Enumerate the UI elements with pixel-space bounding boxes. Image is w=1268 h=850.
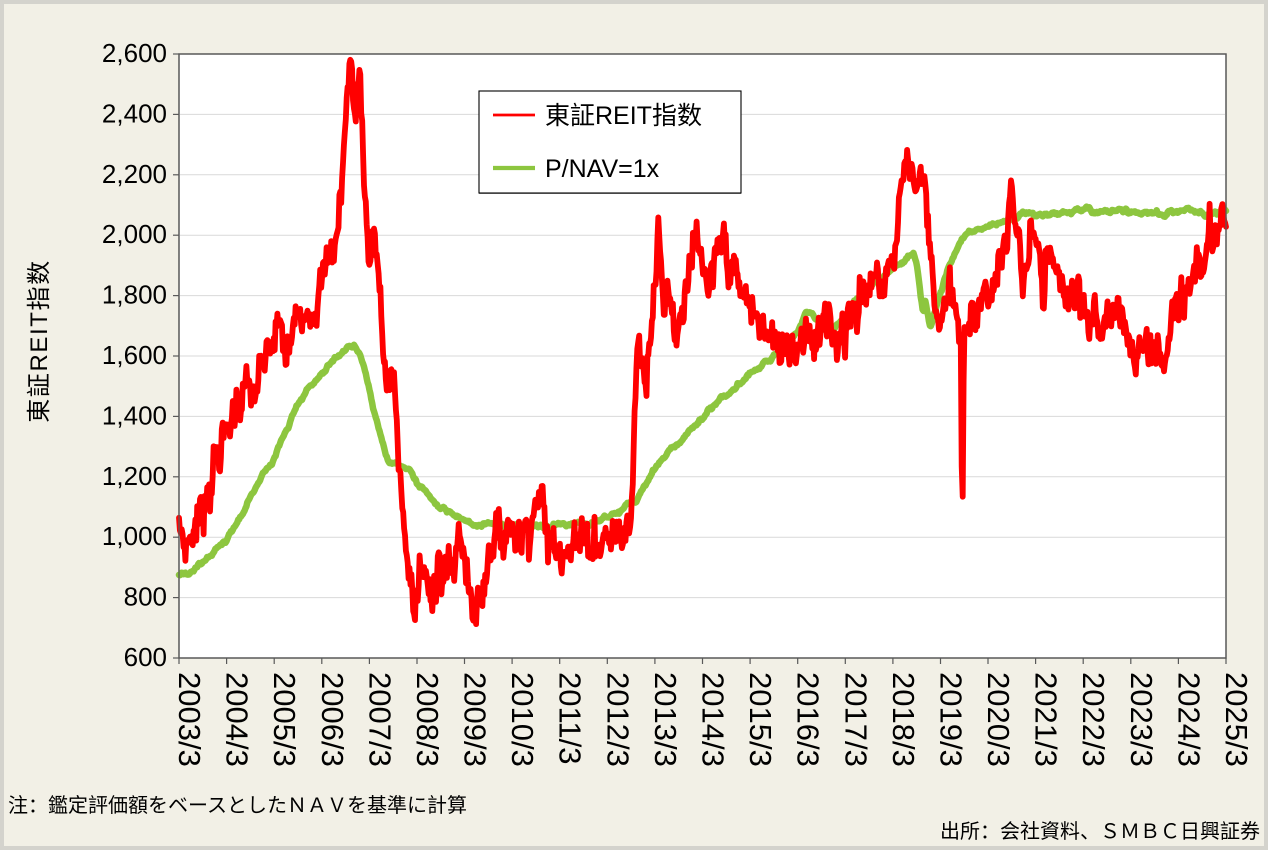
svg-text:2008/3: 2008/3 (410, 672, 445, 767)
svg-text:2024/3: 2024/3 (1171, 672, 1206, 767)
svg-text:注：鑑定評価額をベースとしたＮＡＶを基準に計算: 注：鑑定評価額をベースとしたＮＡＶを基準に計算 (8, 794, 467, 817)
svg-text:東証REIT指数: 東証REIT指数 (545, 102, 702, 130)
svg-text:東証REIT指数: 東証REIT指数 (26, 259, 53, 422)
svg-text:2021/3: 2021/3 (1029, 672, 1064, 767)
svg-text:2010/3: 2010/3 (505, 672, 540, 767)
svg-text:2,200: 2,200 (102, 159, 167, 189)
svg-text:2,000: 2,000 (102, 219, 167, 249)
svg-text:2022/3: 2022/3 (1076, 672, 1111, 767)
svg-text:2020/3: 2020/3 (981, 672, 1016, 767)
svg-text:1,800: 1,800 (102, 280, 167, 310)
svg-text:2011/3: 2011/3 (553, 672, 588, 765)
svg-text:2016/3: 2016/3 (791, 672, 826, 767)
svg-text:2014/3: 2014/3 (696, 672, 731, 767)
svg-text:1,200: 1,200 (102, 461, 167, 491)
svg-text:2,400: 2,400 (102, 98, 167, 128)
svg-text:2,600: 2,600 (102, 38, 167, 68)
svg-text:2003/3: 2003/3 (172, 672, 207, 767)
svg-text:2007/3: 2007/3 (362, 672, 397, 767)
svg-text:2018/3: 2018/3 (886, 672, 921, 767)
svg-text:800: 800 (124, 582, 167, 612)
svg-text:1,600: 1,600 (102, 340, 167, 370)
svg-text:2023/3: 2023/3 (1124, 672, 1159, 767)
svg-text:2005/3: 2005/3 (267, 672, 302, 767)
svg-text:2017/3: 2017/3 (838, 672, 873, 767)
svg-text:2004/3: 2004/3 (220, 672, 255, 767)
svg-text:2025/3: 2025/3 (1219, 672, 1254, 767)
svg-text:600: 600 (124, 642, 167, 672)
svg-text:1,400: 1,400 (102, 400, 167, 430)
svg-text:2009/3: 2009/3 (458, 672, 493, 767)
svg-text:P/NAV=1x: P/NAV=1x (545, 155, 660, 183)
svg-text:2013/3: 2013/3 (648, 672, 683, 767)
svg-text:2019/3: 2019/3 (934, 672, 969, 767)
svg-text:2015/3: 2015/3 (743, 672, 778, 767)
svg-text:1,000: 1,000 (102, 521, 167, 551)
svg-text:2012/3: 2012/3 (600, 672, 635, 767)
svg-text:出所：会社資料、ＳＭＢＣ日興証券: 出所：会社資料、ＳＭＢＣ日興証券 (940, 820, 1260, 843)
svg-text:2006/3: 2006/3 (315, 672, 350, 767)
